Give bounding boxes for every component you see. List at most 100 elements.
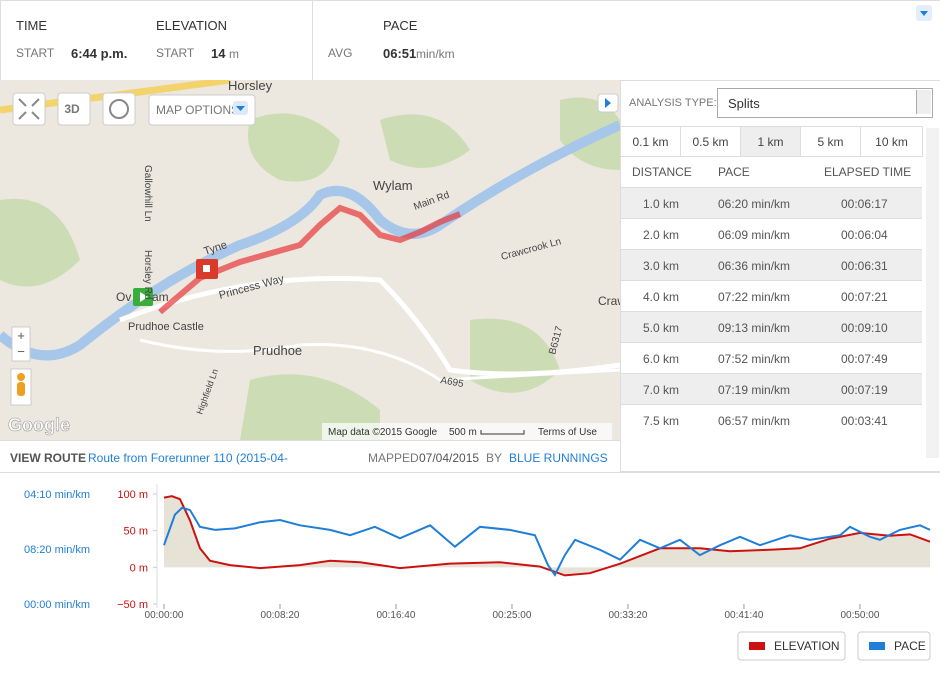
- map-label: Prudhoe Castle: [128, 321, 204, 333]
- cell: 07:52 min/km: [718, 352, 791, 366]
- tab-label: 5 km: [817, 135, 844, 149]
- split-tab[interactable]: 1 km: [741, 126, 801, 157]
- divider: [312, 0, 313, 80]
- cell: 07:19 min/km: [718, 383, 791, 397]
- tab-label: 1 km: [757, 135, 784, 149]
- cell: 06:09 min/km: [718, 228, 791, 242]
- split-row: 6.0 km 07:52 min/km 00:07:49: [621, 342, 922, 374]
- map-control[interactable]: [12, 92, 46, 126]
- cell: 7.0 km: [643, 383, 680, 397]
- label: MAPPED: [368, 451, 419, 465]
- value: 06:51: [383, 46, 417, 61]
- cell: 3.0 km: [643, 259, 680, 273]
- map[interactable]: 3D MAP OPTIONS +− Map data ©2015 Google …: [0, 80, 620, 440]
- cell: 00:03:41: [841, 414, 888, 428]
- label: START: [16, 46, 55, 60]
- series-line: [163, 495, 931, 577]
- elevation-area: [164, 496, 930, 576]
- cell: 06:36 min/km: [718, 259, 791, 273]
- y-tick-label: 50 m: [124, 526, 148, 538]
- tab-label: 0.5 km: [692, 135, 729, 149]
- analysis-select[interactable]: Splits: [717, 88, 933, 118]
- zoom[interactable]: +−: [11, 326, 31, 362]
- legend-swatch: [749, 642, 765, 650]
- x-tick-label: 00:00:00: [145, 610, 184, 621]
- cell: 00:06:31: [841, 259, 888, 273]
- expand-button[interactable]: [916, 5, 932, 21]
- label: TIME: [16, 18, 48, 33]
- split-tab[interactable]: 0.1 km: [621, 126, 681, 157]
- x-tick-label: 00:50:00: [840, 610, 879, 621]
- column-header: DISTANCE: [632, 165, 692, 179]
- split-row: 1.0 km 06:20 min/km 00:06:17: [621, 187, 922, 219]
- label: BY: [486, 451, 503, 465]
- y2-tick-label: 00:00 min/km: [24, 599, 90, 611]
- user-link[interactable]: BLUE RUNNINGS: [509, 451, 608, 465]
- attribution: Map data ©2015 Google: [328, 427, 438, 438]
- scrollbar[interactable]: [926, 128, 939, 458]
- tab-label: 10 km: [875, 135, 908, 149]
- button-label: 3D: [64, 102, 80, 116]
- cell: 06:20 min/km: [718, 197, 791, 211]
- label: ANALYSIS TYPE:: [629, 97, 717, 109]
- route-link[interactable]: Route from Forerunner 110 (2015-04-: [88, 451, 288, 465]
- y2-tick-label: 04:10 min/km: [24, 489, 90, 501]
- unit: m: [229, 47, 239, 61]
- y-tick-label: 0 m: [130, 562, 148, 574]
- map-label: Horsley: [228, 80, 273, 93]
- cell: 06:57 min/km: [718, 414, 791, 428]
- split-tab[interactable]: 5 km: [801, 126, 861, 157]
- legend-item[interactable]: ELEVATION: [737, 631, 846, 661]
- terms-link[interactable]: Terms of Use: [538, 427, 597, 438]
- split-row: 4.0 km 07:22 min/km 00:07:21: [621, 280, 922, 312]
- legend-label: PACE: [894, 639, 926, 653]
- x-tick-label: 00:25:00: [493, 610, 532, 621]
- value: 6:44 p.m.: [71, 46, 128, 61]
- value: 14: [211, 46, 226, 61]
- map-options[interactable]: MAP OPTIONS: [148, 94, 256, 126]
- map-control[interactable]: 3D: [57, 92, 91, 126]
- svg-text:−: −: [17, 344, 25, 359]
- splits-panel: ANALYSIS TYPE: Splits 0.1 km 0.5 km 1 km 5 …: [620, 80, 940, 472]
- map-label: Wylam: [373, 178, 413, 193]
- split-tab[interactable]: 0.5 km: [681, 126, 741, 157]
- logo: Google: [8, 415, 70, 435]
- legend-label: ELEVATION: [774, 639, 840, 653]
- cell: 09:13 min/km: [718, 321, 791, 335]
- legend-item[interactable]: PACE: [857, 631, 931, 661]
- cell: 1.0 km: [643, 197, 680, 211]
- cell: 00:09:10: [841, 321, 888, 335]
- x-tick-label: 00:33:20: [608, 610, 647, 621]
- legend-button: [857, 631, 931, 661]
- cell: 00:07:19: [841, 383, 888, 397]
- split-tab[interactable]: 10 km: [861, 126, 923, 157]
- cell: 7.5 km: [643, 414, 680, 428]
- label: ELEVATION: [156, 18, 228, 33]
- y-tick-label: −50 m: [117, 599, 148, 611]
- map-control[interactable]: [102, 92, 136, 126]
- map-label: Horsley Rd: [142, 250, 153, 299]
- unit: min/km: [416, 47, 455, 61]
- pegman[interactable]: [10, 368, 32, 406]
- chart: 100 m 50 m 0 m −50 m 04:10 min/km 08:20 min/k…: [0, 472, 940, 684]
- split-row: 5.0 km 09:13 min/km 00:09:10: [621, 311, 922, 343]
- svg-text:+: +: [17, 328, 25, 343]
- panel-border: [620, 80, 940, 472]
- split-row: 3.0 km 06:36 min/km 00:06:31: [621, 249, 922, 281]
- tab-label: 0.1 km: [632, 135, 669, 149]
- scale: 500 m: [449, 427, 477, 438]
- cell: 2.0 km: [643, 228, 680, 242]
- map-label: Gallowhill Ln: [142, 165, 153, 222]
- map-label: Prudhoe: [253, 343, 302, 358]
- split-row: 7.0 km 07:19 min/km 00:07:19: [621, 373, 922, 405]
- cell: 5.0 km: [643, 321, 680, 335]
- cell: 4.0 km: [643, 290, 680, 304]
- x-tick-label: 00:08:20: [261, 610, 300, 621]
- map-label: Ov: [116, 290, 131, 304]
- label: AVG: [328, 46, 353, 60]
- panel-toggle[interactable]: [597, 93, 619, 113]
- map-label: Craw: [598, 294, 620, 308]
- select-value: Splits: [728, 96, 760, 111]
- x-tick-label: 00:41:40: [724, 610, 763, 621]
